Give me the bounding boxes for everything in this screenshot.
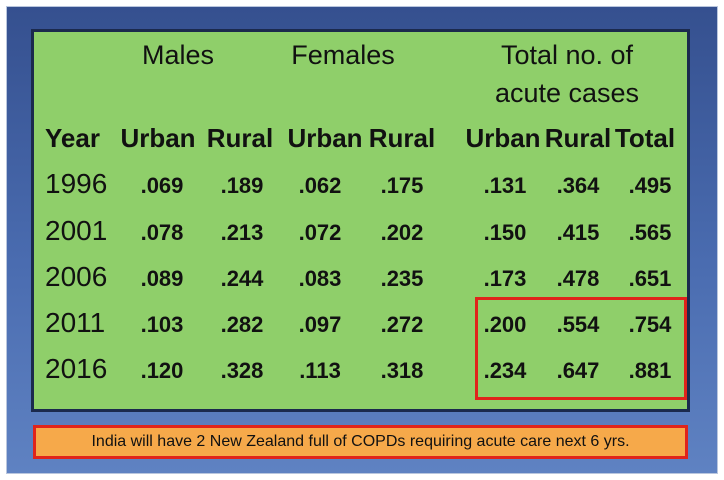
cell-total-rural: .647 xyxy=(556,358,600,383)
cell-males-urban: .120 xyxy=(140,358,184,383)
cell-males-rural: .244 xyxy=(220,266,264,291)
cell-females-rural: .235 xyxy=(380,266,424,291)
cell-females-urban: .072 xyxy=(298,220,342,245)
cell-total-urban: .173 xyxy=(483,266,527,291)
cell-total-total: .565 xyxy=(628,220,672,245)
header-total-total: Total xyxy=(614,123,676,153)
cell-males-urban: .103 xyxy=(140,312,184,337)
header-males: Males xyxy=(141,40,215,70)
header-males-urban: Urban xyxy=(120,123,196,153)
cell-total-rural: .478 xyxy=(556,266,600,291)
header-total-line2: acute cases xyxy=(494,78,640,108)
footer-note: India will have 2 New Zealand full of CO… xyxy=(33,425,688,459)
row-year: 2006 xyxy=(45,261,108,292)
cell-total-urban: .131 xyxy=(483,173,527,198)
footer-text: India will have 2 New Zealand full of CO… xyxy=(91,433,630,450)
cell-total-total: .754 xyxy=(628,312,672,337)
header-total-rural: Rural xyxy=(544,123,612,153)
cell-males-rural: .328 xyxy=(220,358,264,383)
cell-total-total: .651 xyxy=(628,266,672,291)
cell-total-urban: .200 xyxy=(483,312,527,337)
row-year: 1996 xyxy=(45,168,108,199)
cell-total-urban: .150 xyxy=(483,220,527,245)
header-females: Females xyxy=(291,40,395,70)
cell-total-rural: .364 xyxy=(556,173,600,198)
header-females-urban: Urban xyxy=(287,123,363,153)
header-males-rural: Rural xyxy=(206,123,274,153)
table-panel xyxy=(31,29,690,412)
row-year: 2001 xyxy=(45,215,108,246)
highlight-box xyxy=(475,297,687,400)
cell-males-rural: .282 xyxy=(220,312,264,337)
cell-total-rural: .415 xyxy=(556,220,600,245)
cell-males-rural: .213 xyxy=(220,220,264,245)
cell-females-urban: .062 xyxy=(298,173,342,198)
cell-males-rural: .189 xyxy=(220,173,264,198)
cell-males-urban: .069 xyxy=(140,173,184,198)
row-year: 2011 xyxy=(45,307,106,338)
cell-males-urban: .089 xyxy=(140,266,184,291)
cell-females-rural: .202 xyxy=(380,220,424,245)
cell-females-urban: .113 xyxy=(299,358,341,383)
cell-females-rural: .272 xyxy=(380,312,424,337)
cell-total-urban: .234 xyxy=(483,358,527,383)
cell-females-urban: .097 xyxy=(298,312,342,337)
row-year: 2016 xyxy=(45,353,108,384)
cell-total-rural: .554 xyxy=(556,312,600,337)
header-females-rural: Rural xyxy=(368,123,436,153)
cell-total-total: .881 xyxy=(628,358,672,383)
header-total-line1: Total no. of xyxy=(500,40,634,70)
cell-total-total: .495 xyxy=(628,173,672,198)
cell-females-rural: .175 xyxy=(380,173,424,198)
header-year: Year xyxy=(45,123,100,153)
header-total-urban: Urban xyxy=(465,123,541,153)
cell-females-rural: .318 xyxy=(380,358,424,383)
cell-females-urban: .083 xyxy=(298,266,342,291)
cell-males-urban: .078 xyxy=(140,220,184,245)
